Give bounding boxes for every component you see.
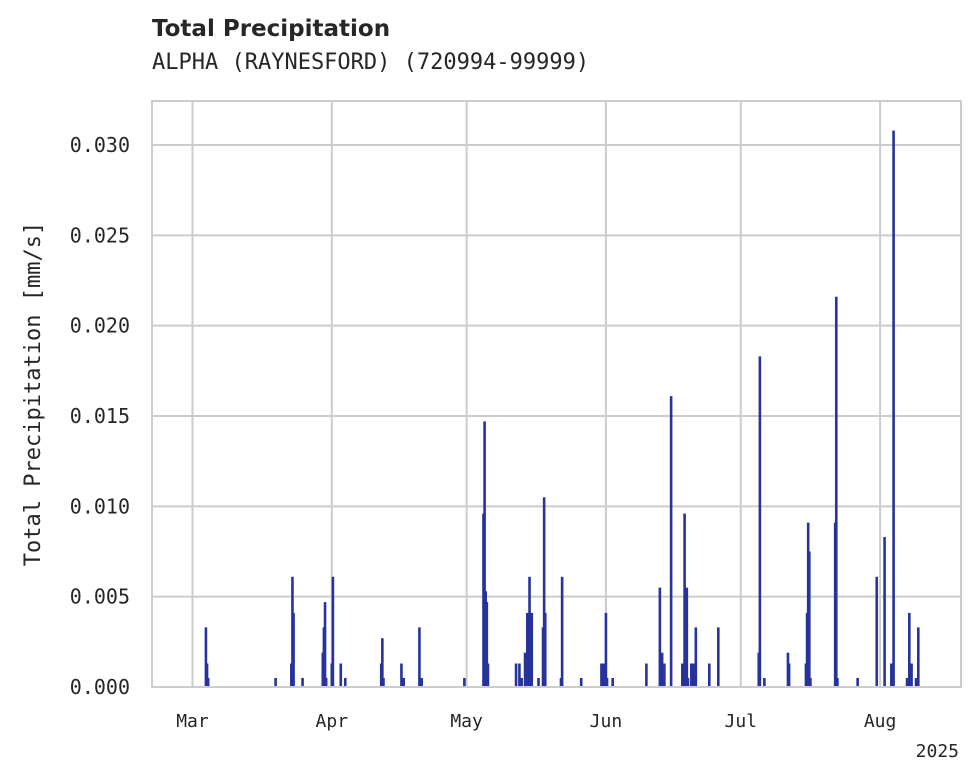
precip-bar [875,576,879,687]
precip-bar [343,677,347,687]
precip-bar [669,396,673,687]
precip-bar [604,612,608,687]
precip-bar [787,663,791,687]
precip-bar [301,677,304,687]
precip-bar [485,602,489,687]
plot-frame [151,100,962,688]
precip-bar [690,663,693,687]
precip-bar [694,627,698,687]
precip-bar [602,663,605,687]
y-axis-ticks: 0.000 0.005 0.010 0.015 0.020 0.025 0.030 [70,133,130,699]
precip-bar [686,677,690,687]
precip-bar [205,663,209,687]
precip-bar [600,663,603,687]
y-tick-label: 0.005 [70,585,130,609]
precip-bar [908,612,911,687]
bars [204,130,920,688]
precip-bar [758,356,762,687]
precip-bar [611,677,614,687]
precip-bar [658,587,662,687]
precip-bar [339,663,343,687]
precip-bar [418,627,421,687]
precip-bar [692,663,695,687]
precip-bar [809,677,812,687]
precip-bar [530,612,534,687]
y-tick-label: 0.015 [70,404,130,428]
precip-bar [834,296,838,687]
precip-bar [660,652,664,687]
x-tick-label: Aug [864,711,897,732]
precip-bar [382,677,385,687]
precip-bar [323,602,327,687]
y-tick-label: 0.020 [70,314,130,338]
precip-bar [324,677,328,687]
precip-bar [292,612,295,687]
precip-bar [528,576,531,687]
y-tick-label: 0.010 [70,494,130,518]
precip-bar [836,677,839,687]
x-tick-label: May [450,711,483,732]
precip-bar [518,663,521,687]
precip-bar [204,627,208,687]
precip-bar [514,663,518,687]
y-tick-label: 0.030 [70,133,130,157]
precip-bar [381,638,384,687]
x-tick-label: Mar [176,711,209,732]
precip-bar [400,663,403,687]
precip-bar [917,627,920,687]
y-tick-label: 0.025 [70,223,130,247]
precip-bar [520,677,523,687]
x-tick-label: Jun [590,711,623,732]
precip-bar [483,421,486,687]
precip-bar [856,677,859,687]
precip-bar [910,663,913,687]
precip-bar [523,652,527,687]
precip-bar [486,663,490,687]
precip-bar [645,663,648,687]
y-tick-label: 0.000 [70,675,130,699]
chart-subtitle: ALPHA (RAYNESFORD) (720994-99999) [152,50,590,75]
chart-title: Total Precipitation [152,16,391,42]
precip-bar [605,677,609,687]
precip-bar [685,587,689,687]
precip-bar [890,663,893,687]
precip-bar [402,677,405,687]
precip-bar [274,677,277,687]
precip-bar [883,537,886,687]
precip-bar [537,677,540,687]
x-tick-label: Apr [316,711,349,732]
precip-bar [708,663,711,687]
precip-bar [206,677,210,687]
precip-bar [543,612,547,687]
x-axis-ticks: Mar Apr May Jun Jul Aug [176,711,896,732]
precip-bar [420,677,423,687]
precip-bar [763,677,766,687]
precip-bar [579,677,583,687]
precip-bar [331,576,335,687]
y-axis-label: Total Precipitation [mm/s] [21,222,46,566]
precip-bar [463,677,466,687]
precip-bar [542,497,546,687]
x-axis-year-label: 2025 [916,741,959,762]
precip-bar [663,663,666,687]
precip-bar [914,677,918,687]
precip-bar [560,576,564,687]
precip-bar [683,513,686,687]
precip-bar [681,663,684,687]
precip-bar [717,627,720,687]
precip-bar [808,551,811,687]
precip-bar [905,677,909,687]
precip-bar [892,130,895,688]
grid-lines [152,101,961,688]
x-tick-label: Jul [725,711,758,732]
